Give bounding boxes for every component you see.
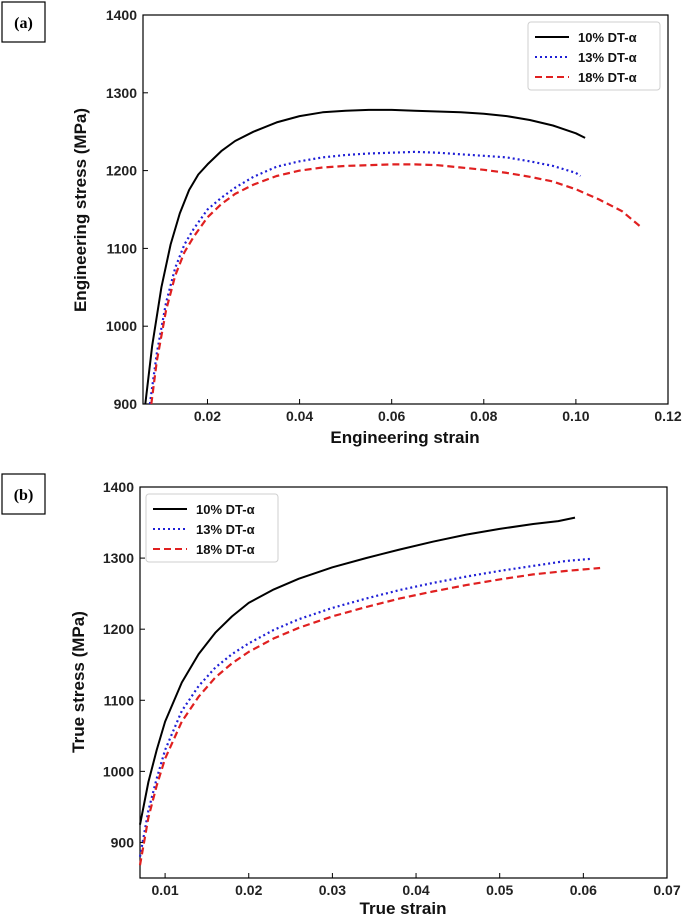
x-tick-label: 0.10 (562, 408, 589, 424)
series-lines-a (144, 108, 642, 405)
legend-b: 10% DT-α 13% DT-α 18% DT-α (145, 493, 279, 563)
legend-a: 10% DT-α 13% DT-α 18% DT-α (527, 21, 661, 91)
x-tick-label: 0.08 (470, 408, 497, 424)
series-line-0 (139, 516, 576, 825)
chart-panel-b: (b) 0.01 0.02 0.03 0.04 0.05 0.06 0.07 900 1000… (1, 473, 681, 918)
panel-label-box-a (1, 1, 46, 43)
panel-label-box-b (1, 473, 46, 515)
x-tick-label: 0.12 (654, 408, 681, 424)
x-axis-label-b: True strain (360, 899, 447, 918)
x-tick-label: 0.06 (378, 408, 405, 424)
legend-label: 10% DT-α (196, 502, 255, 517)
y-tick-label: 1300 (106, 85, 137, 101)
y-tick-label: 900 (114, 396, 138, 412)
y-axis-label-a: Engineering stress (MPa) (71, 108, 90, 312)
legend-box (145, 493, 279, 563)
panel-label-a: (a) (14, 15, 33, 32)
x-tick-label: 0.02 (235, 882, 262, 898)
series-lines-b (138, 516, 601, 866)
series-line-1 (148, 150, 582, 405)
y-tick-label: 1300 (103, 550, 134, 566)
y-tick-label: 1200 (103, 621, 134, 637)
series-line-2 (138, 566, 601, 866)
x-tick-label: 0.06 (570, 882, 597, 898)
y-axis-label-b: True stress (MPa) (69, 611, 88, 753)
series-line-2 (150, 163, 642, 405)
legend-label: 18% DT-α (196, 542, 255, 557)
legend-label: 18% DT-α (578, 70, 637, 85)
x-ticks-b: 0.01 0.02 0.03 0.04 0.05 0.06 0.07 (151, 873, 681, 898)
plot-area-a (142, 14, 669, 405)
y-tick-label: 1100 (104, 692, 135, 708)
legend-label: 13% DT-α (578, 50, 637, 65)
x-tick-label: 0.05 (486, 882, 513, 898)
y-ticks-b: 900 1000 1100 1200 1300 1400 (103, 479, 145, 850)
x-tick-label: 0.03 (319, 882, 346, 898)
y-tick-label: 1000 (103, 763, 134, 779)
y-tick-label: 1400 (106, 7, 137, 23)
x-axis-label-a: Engineering strain (330, 428, 479, 447)
x-tick-label: 0.07 (653, 882, 680, 898)
y-tick-label: 1100 (107, 240, 138, 256)
y-tick-label: 1400 (103, 479, 134, 495)
series-line-1 (138, 557, 592, 857)
panel-label-b: (b) (14, 487, 34, 504)
x-tick-label: 0.04 (286, 408, 313, 424)
y-ticks-a: 900 1000 1100 1200 1300 1400 (106, 7, 148, 412)
x-tick-label: 0.04 (402, 882, 429, 898)
x-tick-label: 0.02 (194, 408, 221, 424)
legend-label: 10% DT-α (578, 30, 637, 45)
plot-area-b (139, 486, 668, 879)
x-ticks-a: 0.02 0.04 0.06 0.08 0.10 0.12 (194, 399, 682, 424)
legend-box (527, 21, 661, 91)
legend-label: 13% DT-α (196, 522, 255, 537)
series-line-0 (144, 108, 586, 405)
x-tick-label: 0.01 (151, 882, 178, 898)
chart-panel-a: (a) 0.02 0.04 0.06 0.08 0.10 0.12 900 1000 1100… (1, 1, 682, 447)
y-tick-label: 1000 (106, 318, 137, 334)
y-tick-label: 1200 (106, 163, 137, 179)
y-tick-label: 900 (111, 834, 135, 850)
